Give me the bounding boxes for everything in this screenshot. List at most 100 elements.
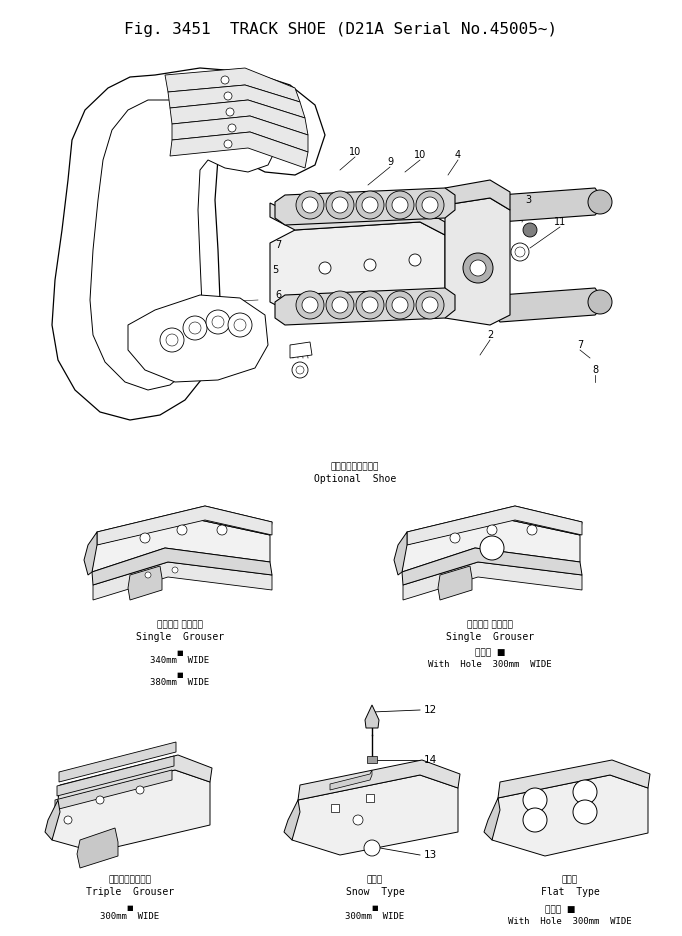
Polygon shape (438, 566, 472, 600)
Polygon shape (402, 548, 582, 585)
Bar (366, 794, 374, 802)
Text: ■: ■ (177, 650, 183, 656)
Polygon shape (445, 198, 510, 325)
Circle shape (356, 191, 384, 219)
Bar (331, 804, 339, 812)
Circle shape (353, 815, 363, 825)
Polygon shape (170, 100, 308, 135)
Polygon shape (52, 770, 210, 852)
Circle shape (302, 297, 318, 313)
Circle shape (234, 319, 246, 331)
Polygon shape (407, 506, 582, 545)
Polygon shape (168, 85, 305, 118)
Circle shape (96, 796, 104, 804)
Circle shape (183, 316, 207, 340)
Circle shape (224, 92, 232, 100)
Circle shape (416, 191, 444, 219)
Circle shape (221, 76, 229, 84)
Polygon shape (93, 562, 272, 600)
Text: ■: ■ (177, 672, 183, 678)
Text: 10: 10 (414, 150, 426, 160)
Text: シングル グローサ: シングル グローサ (467, 620, 513, 629)
Polygon shape (298, 760, 460, 800)
Polygon shape (84, 532, 97, 575)
Text: 4: 4 (455, 150, 461, 160)
Polygon shape (90, 95, 278, 390)
Polygon shape (484, 798, 500, 840)
Polygon shape (445, 180, 510, 210)
Text: 7: 7 (275, 240, 281, 250)
Circle shape (326, 291, 354, 319)
Circle shape (302, 197, 318, 213)
Text: Optional  Shoe: Optional Shoe (314, 474, 396, 484)
Text: 14: 14 (424, 755, 437, 765)
Text: 穴あき  ■: 穴あき ■ (475, 648, 505, 657)
Circle shape (319, 262, 331, 274)
Circle shape (422, 297, 438, 313)
Polygon shape (172, 116, 308, 152)
Polygon shape (59, 742, 176, 782)
Circle shape (172, 567, 178, 573)
Circle shape (386, 191, 414, 219)
Circle shape (523, 223, 537, 237)
Circle shape (228, 124, 236, 132)
Text: 8: 8 (592, 365, 598, 375)
Polygon shape (58, 755, 212, 800)
Circle shape (386, 291, 414, 319)
Circle shape (189, 322, 201, 334)
Polygon shape (292, 775, 458, 855)
Text: 380mm  WIDE: 380mm WIDE (151, 678, 209, 687)
Circle shape (416, 291, 444, 319)
Polygon shape (498, 760, 650, 798)
Polygon shape (128, 566, 162, 600)
Circle shape (332, 297, 348, 313)
Text: Single  Grouser: Single Grouser (136, 632, 224, 642)
Polygon shape (275, 288, 455, 325)
Text: 10: 10 (349, 147, 361, 157)
Polygon shape (367, 756, 377, 763)
Polygon shape (495, 188, 600, 222)
Text: 11: 11 (554, 217, 566, 227)
Circle shape (140, 533, 150, 543)
Polygon shape (92, 548, 272, 585)
Circle shape (463, 253, 493, 283)
Circle shape (588, 290, 612, 314)
Circle shape (64, 816, 72, 824)
Text: With  Hole  300mm  WIDE: With Hole 300mm WIDE (508, 917, 632, 926)
Polygon shape (128, 295, 268, 382)
Polygon shape (270, 203, 445, 235)
Circle shape (206, 310, 230, 334)
Polygon shape (275, 188, 455, 225)
Text: 6: 6 (275, 290, 281, 300)
Circle shape (296, 191, 324, 219)
Text: 7: 7 (577, 340, 583, 350)
Circle shape (527, 525, 537, 535)
Text: シングル グローサ: シングル グローサ (157, 620, 203, 629)
Polygon shape (57, 756, 174, 796)
Circle shape (332, 197, 348, 213)
Text: 5: 5 (272, 265, 278, 275)
Circle shape (573, 780, 597, 804)
Polygon shape (97, 506, 272, 545)
Polygon shape (495, 288, 600, 322)
Circle shape (226, 108, 234, 116)
Circle shape (364, 259, 376, 271)
Polygon shape (92, 520, 270, 572)
Circle shape (212, 316, 224, 328)
Circle shape (523, 788, 547, 812)
Polygon shape (270, 222, 445, 315)
Circle shape (364, 840, 380, 856)
Text: トリプルグローサ: トリプルグローサ (108, 875, 151, 884)
Text: 300mm  WIDE: 300mm WIDE (100, 912, 160, 921)
Polygon shape (405, 506, 582, 545)
Circle shape (166, 334, 178, 346)
Circle shape (422, 197, 438, 213)
Circle shape (362, 297, 378, 313)
Polygon shape (45, 800, 60, 840)
Circle shape (296, 291, 324, 319)
Text: Fig. 3451  TRACK SHOE (D21A Serial No.45005~): Fig. 3451 TRACK SHOE (D21A Serial No.450… (124, 22, 558, 37)
Text: オプショナルシュー: オプショナルシュー (331, 462, 379, 471)
Text: ■: ■ (372, 905, 379, 911)
Text: Snow  Type: Snow Type (346, 887, 404, 897)
Circle shape (409, 254, 421, 266)
